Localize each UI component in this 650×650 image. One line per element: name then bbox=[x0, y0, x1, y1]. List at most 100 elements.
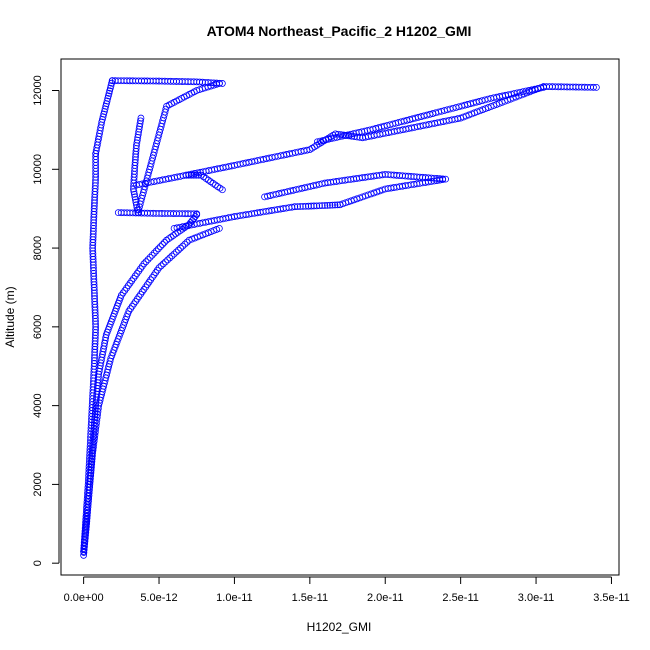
data-point bbox=[103, 100, 110, 108]
data-points bbox=[80, 77, 600, 559]
data-point bbox=[167, 233, 175, 241]
x-axis: 0.0e+00 5.0e-12 1.0e-11 1.5e-11 2.0e-11 2.5e-… bbox=[64, 576, 630, 604]
data-point bbox=[318, 202, 326, 210]
data-point bbox=[104, 94, 112, 102]
x-axis-label: H1202_GMI bbox=[307, 620, 372, 634]
data-point bbox=[98, 115, 106, 123]
data-point bbox=[313, 202, 321, 210]
data-point bbox=[152, 247, 160, 255]
x-tick-label: 3.0e-11 bbox=[518, 592, 555, 604]
chart-title: ATOM4 Northeast_Pacific_2 H1202_GMI bbox=[207, 23, 472, 39]
x-tick-label: 3.5e-11 bbox=[593, 592, 630, 604]
data-point bbox=[154, 245, 162, 253]
data-point bbox=[140, 260, 148, 268]
data-point bbox=[261, 193, 268, 201]
data-point bbox=[107, 82, 115, 90]
data-point bbox=[316, 202, 323, 210]
data-point bbox=[215, 224, 223, 232]
data-point bbox=[294, 203, 301, 211]
data-point bbox=[98, 118, 106, 126]
data-point bbox=[291, 203, 299, 211]
data-point bbox=[142, 258, 150, 266]
y-tick-label: 0 bbox=[32, 560, 44, 566]
data-point bbox=[326, 201, 334, 209]
data-point bbox=[179, 242, 187, 250]
y-tick-label: 4000 bbox=[32, 393, 44, 417]
data-point bbox=[106, 87, 114, 95]
data-point bbox=[166, 254, 174, 262]
data-point bbox=[161, 238, 168, 246]
data-point bbox=[100, 110, 108, 118]
data-point bbox=[345, 132, 353, 140]
x-tick-label: 1.5e-11 bbox=[292, 592, 329, 604]
data-point bbox=[218, 186, 226, 194]
data-point bbox=[331, 201, 339, 209]
data-point bbox=[108, 79, 116, 87]
data-point bbox=[316, 137, 324, 145]
x-tick-label: 2.0e-11 bbox=[367, 592, 404, 604]
data-point bbox=[307, 202, 315, 210]
data-point bbox=[150, 249, 158, 257]
data-point bbox=[324, 201, 331, 209]
data-point bbox=[168, 252, 176, 260]
data-point bbox=[213, 80, 220, 88]
y-tick-label: 6000 bbox=[32, 315, 44, 339]
data-point bbox=[177, 244, 184, 252]
data-point bbox=[99, 113, 107, 121]
data-point bbox=[157, 262, 165, 270]
data-point bbox=[190, 171, 198, 179]
data-point bbox=[101, 105, 109, 113]
x-tick-label: 1.0e-11 bbox=[216, 592, 253, 604]
data-point bbox=[313, 138, 321, 146]
data-point bbox=[130, 190, 138, 198]
data-point bbox=[165, 235, 173, 243]
y-tick-label: 8000 bbox=[32, 236, 44, 260]
data-point bbox=[305, 202, 312, 210]
data-point bbox=[162, 258, 169, 266]
data-point bbox=[163, 236, 170, 244]
data-point bbox=[264, 192, 271, 200]
data-point bbox=[170, 250, 178, 258]
data-point bbox=[148, 251, 156, 259]
data-point bbox=[130, 188, 138, 196]
data-point bbox=[329, 201, 336, 209]
data-point bbox=[193, 210, 201, 218]
data-point bbox=[132, 198, 140, 206]
data-point bbox=[321, 202, 329, 209]
y-axis: 0 2000 4000 6000 8000 10000 12000 bbox=[32, 75, 60, 566]
data-point bbox=[159, 241, 166, 248]
data-point bbox=[162, 105, 170, 113]
data-point bbox=[102, 102, 110, 110]
data-point bbox=[183, 238, 191, 246]
x-tick-label: 2.5e-11 bbox=[442, 592, 479, 604]
data-point bbox=[131, 193, 139, 201]
data-point bbox=[105, 89, 113, 97]
data-point bbox=[334, 201, 341, 209]
data-point bbox=[175, 246, 182, 254]
data-point bbox=[172, 248, 180, 256]
data-point bbox=[101, 108, 108, 115]
data-point bbox=[106, 84, 114, 92]
x-tick-label: 0.0e+00 bbox=[64, 592, 104, 604]
data-point bbox=[592, 83, 600, 91]
data-point bbox=[164, 256, 172, 264]
plot-frame bbox=[60, 58, 620, 576]
data-point bbox=[353, 133, 361, 141]
data-point bbox=[302, 202, 310, 210]
data-point bbox=[310, 202, 318, 210]
data-point bbox=[155, 264, 163, 272]
data-point bbox=[169, 232, 177, 239]
data-point bbox=[156, 243, 164, 251]
data-point bbox=[146, 253, 154, 261]
y-tick-label: 12000 bbox=[32, 75, 44, 106]
y-tick-label: 2000 bbox=[32, 472, 44, 496]
data-point bbox=[103, 97, 111, 105]
data-point bbox=[296, 203, 304, 210]
y-tick-label: 10000 bbox=[32, 154, 44, 185]
data-point bbox=[351, 133, 358, 140]
data-point bbox=[144, 256, 152, 263]
data-point bbox=[215, 80, 223, 87]
data-point bbox=[299, 202, 307, 210]
data-point bbox=[159, 260, 167, 268]
